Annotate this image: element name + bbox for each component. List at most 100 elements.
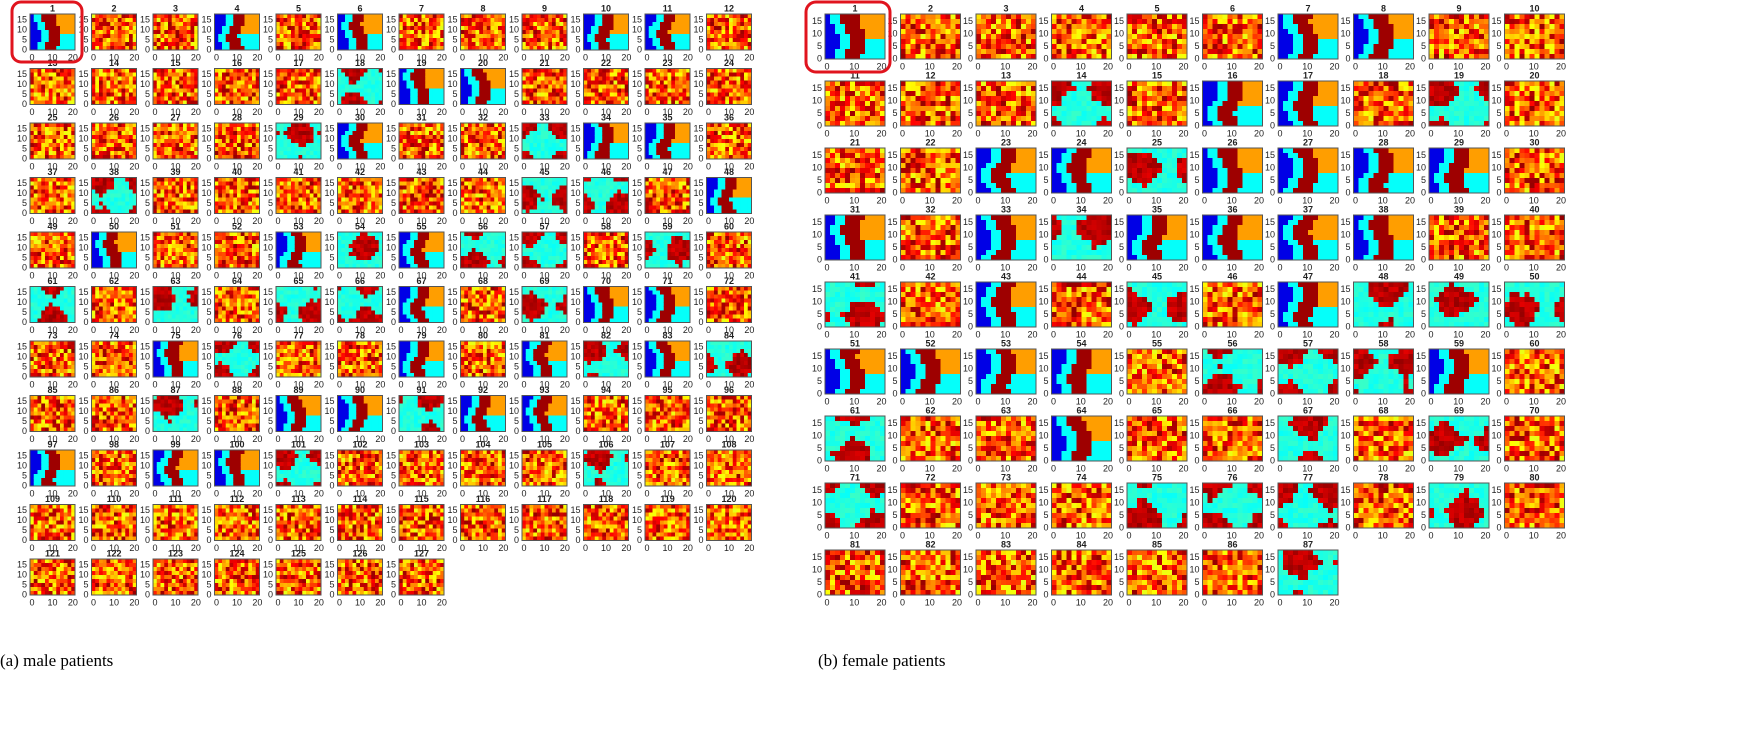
x-tick-label: 10 [109,161,119,171]
heatmap-cell [710,123,715,128]
heatmap-cell [175,72,180,77]
heatmap-cell [436,155,441,160]
heatmap-cell [240,92,245,97]
heatmap-cell [682,143,687,148]
heatmap-cell [598,143,603,148]
heatmap-cell [602,68,607,73]
heatmap-cell [378,181,383,186]
heatmap-cell [706,80,711,85]
heatmap-cell [583,127,588,132]
heatmap-cell [402,201,407,206]
heatmap-cell [678,26,683,31]
heatmap-cell [129,88,134,93]
heatmap-cell [30,143,35,148]
y-tick-label: 15 [570,123,580,133]
heatmap-cell [114,155,119,160]
heatmap-cell [248,18,253,23]
heatmap-cell [740,155,745,160]
heatmap-cell [186,92,191,97]
heatmap-cell [660,88,665,93]
heatmap-cell [95,38,100,43]
heatmap-cell [725,131,730,136]
subplot-title: 41 [293,167,303,177]
heatmap-cell [591,80,596,85]
heatmap-cell [45,88,50,93]
heatmap-cell [721,14,726,19]
x-tick-label: 0 [91,107,96,117]
heatmap-cell [190,88,195,93]
heatmap-cell [252,201,257,206]
heatmap-cell [471,76,476,81]
heatmap-cell [606,84,611,89]
heatmap-cell [240,96,245,101]
heatmap-cell [617,42,622,47]
heatmap-cell [587,46,592,51]
heatmap-cell [117,100,122,105]
heatmap-cell [682,151,687,156]
heatmap-cell [279,80,284,85]
heatmap-cell [686,143,691,148]
y-tick-label: 10 [263,24,273,34]
heatmap-cell [402,76,407,81]
heatmap-cell [356,38,361,43]
heatmap-cell [229,139,234,144]
heatmap-cell [114,151,119,156]
heatmap-cell [52,26,57,31]
heatmap-cell [156,147,161,152]
heatmap-cell [99,18,104,23]
heatmap-cell [194,26,199,31]
heatmap-cell [183,42,188,47]
y-tick-label: 15 [78,123,88,133]
heatmap-cell [317,46,322,51]
heatmap-cell [537,38,542,43]
heatmap-cell [356,46,361,51]
heatmap-cell [67,92,72,97]
y-tick-label: 0 [514,44,519,54]
x-tick-label: 10 [232,107,242,117]
heatmap-cell [429,30,434,35]
heatmap-cell [60,181,65,186]
heatmap-cell [406,84,411,89]
heatmap-cell [345,38,350,43]
heatmap-cell [652,100,657,105]
heatmap-cell [294,181,299,186]
y-tick-label: 15 [201,14,211,24]
heatmap-cell [298,96,303,101]
heatmap-cell [613,72,618,77]
heatmap-cell [548,46,553,51]
heatmap-cell [740,68,745,73]
heatmap-cell [313,205,318,210]
heatmap-cell [129,139,134,144]
caption: (b) female patients [818,651,945,670]
heatmap-cell [186,100,191,105]
heatmap-cell [183,197,188,202]
heatmap-cell [563,34,568,39]
heatmap-cell [95,84,100,89]
heatmap-cell [367,30,372,35]
heatmap-cell [356,189,361,194]
heatmap-cell [686,88,691,93]
heatmap-cell [744,139,749,144]
heatmap-cell [186,131,191,136]
heatmap-cell [352,14,357,19]
heatmap-cell [186,34,191,39]
heatmap-cell [352,68,357,73]
heatmap-cell [648,72,653,77]
heatmap-cell [602,143,607,148]
heatmap-cell [237,100,242,105]
y-tick-label: 10 [570,24,580,34]
heatmap-cell [529,34,534,39]
subplot-title: 19 [416,58,426,68]
heatmap-cell [67,205,72,210]
heatmap-cell [183,147,188,152]
heatmap-cell [56,18,61,23]
heatmap-cell [309,139,314,144]
heatmap-cell [99,135,104,140]
heatmap-cell [164,96,169,101]
heatmap-cell [714,46,719,51]
heatmap-cell [352,84,357,89]
heatmap-cell [45,189,50,194]
heatmap-cell [486,96,491,101]
heatmap-cell [294,38,299,43]
heatmap-cell [402,38,407,43]
